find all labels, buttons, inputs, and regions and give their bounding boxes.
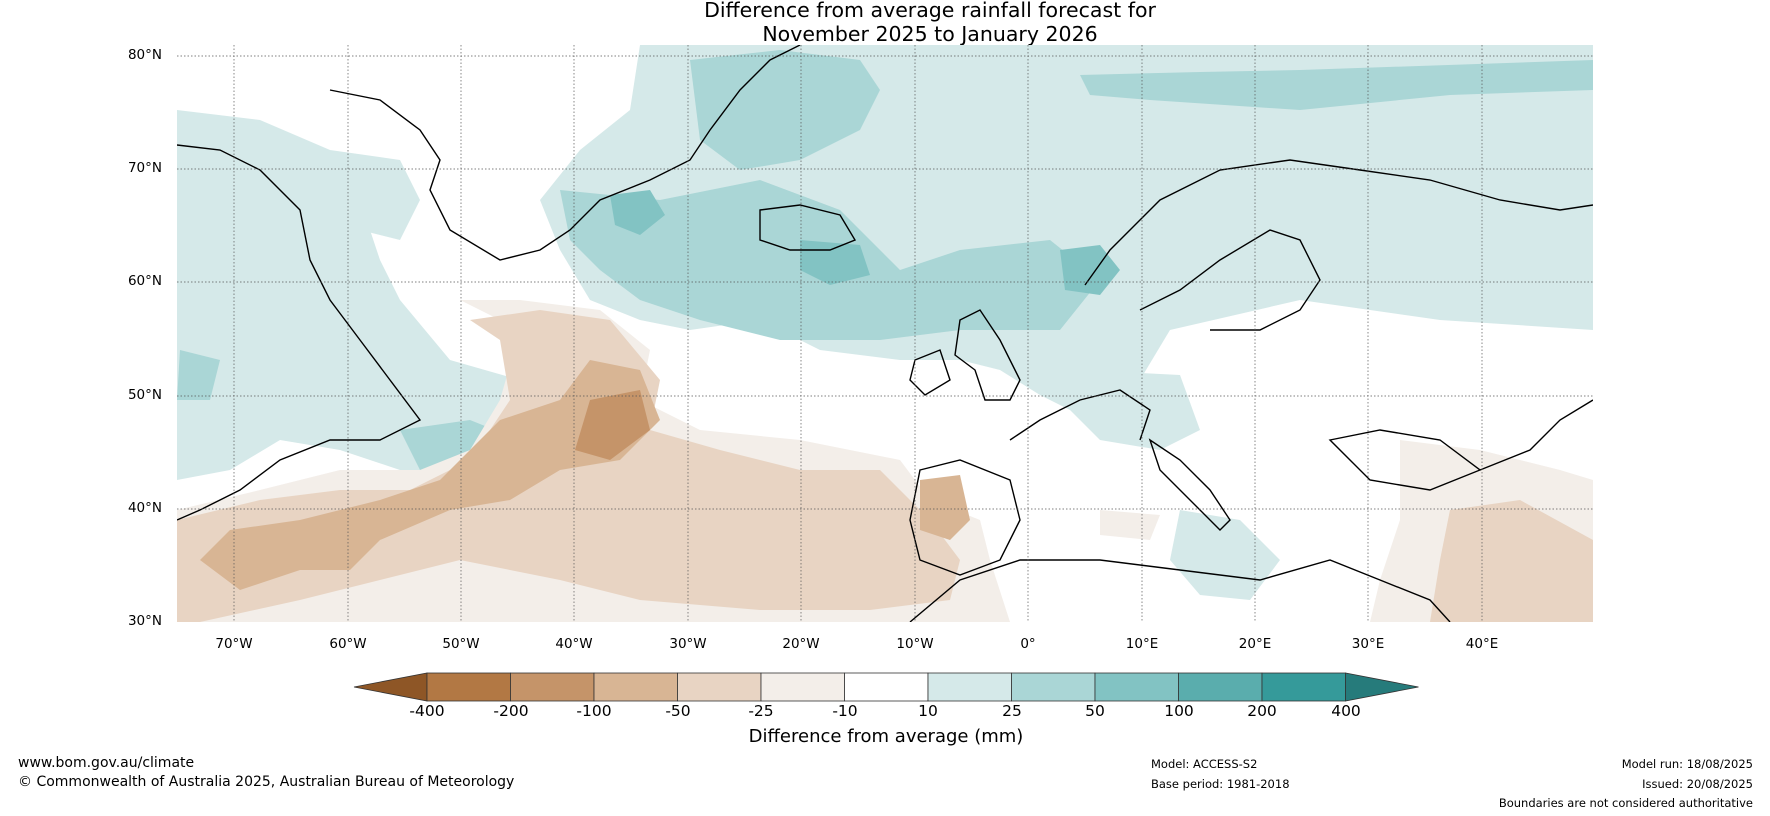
lon-label-10w: 10°W xyxy=(896,636,934,652)
title-line-2: November 2025 to January 2026 xyxy=(762,22,1098,46)
colorbar-bin xyxy=(1094,672,1179,702)
colorbar-bin xyxy=(760,672,845,702)
map-plot-area xyxy=(177,45,1593,622)
lon-label-60w: 60°W xyxy=(329,636,367,652)
footer-copyright: © Commonwealth of Australia 2025, Austra… xyxy=(18,774,515,790)
wet-region-mediterranean xyxy=(1170,510,1280,600)
colorbar-bin xyxy=(1178,672,1263,702)
italy-coast xyxy=(1148,438,1231,531)
colorbar-bin xyxy=(844,672,929,702)
coastlines xyxy=(177,45,1593,622)
lon-label-40w: 40°W xyxy=(555,636,593,652)
greenland-coast xyxy=(329,45,801,261)
light-dry-levant xyxy=(1430,500,1593,622)
dry-region-sicily xyxy=(1100,510,1160,540)
strong-dry-atlantic-core xyxy=(575,390,650,460)
footer-model: Model: ACCESS-S2 xyxy=(1151,757,1258,771)
iberia-coast xyxy=(909,459,1021,576)
lon-label-10e: 10°E xyxy=(1125,636,1159,652)
lat-label-80n: 80°N xyxy=(127,47,162,63)
moderate-wet-labrador-sea xyxy=(177,350,220,400)
moderate-dry-mid-atlantic xyxy=(200,360,660,590)
moderate-dry-iberia xyxy=(920,475,970,540)
strong-wet-iceland-south xyxy=(800,240,870,285)
labrador-coast xyxy=(177,144,422,521)
lon-label-20w: 20°W xyxy=(782,636,820,652)
footer-model-run: Model run: 18/08/2025 xyxy=(1621,757,1753,771)
north-africa-coast xyxy=(909,559,1451,622)
colorbar-bin xyxy=(1011,672,1096,702)
east-coast xyxy=(1479,399,1593,471)
scandinavia-coast xyxy=(1084,159,1593,286)
lat-label-40n: 40°N xyxy=(127,500,162,516)
ireland-coast xyxy=(909,349,951,396)
colorbar-extend-low xyxy=(353,672,428,702)
moderate-wet-norwegian-sea xyxy=(1080,60,1593,110)
graticule xyxy=(177,45,1593,622)
iceland-coast xyxy=(759,204,857,251)
lon-label-30e: 30°E xyxy=(1351,636,1385,652)
colorbar-bin xyxy=(677,672,762,702)
colorbar-bin xyxy=(510,672,595,702)
western-europe-coast xyxy=(1009,389,1151,441)
colorbar-bin xyxy=(593,672,678,702)
lon-label-30w: 30°W xyxy=(669,636,707,652)
colorbar-tick-label: 400 xyxy=(1331,702,1361,720)
footer-website: www.bom.gov.au/climate xyxy=(18,755,195,771)
lat-label-30n: 30°N xyxy=(127,613,162,629)
wet-region-labrador xyxy=(177,110,540,480)
strong-wet-denmark-strait xyxy=(610,190,665,235)
footer-boundaries-note: Boundaries are not considered authoritat… xyxy=(1498,796,1753,810)
colorbar-tick-label: 25 xyxy=(1002,702,1022,720)
map-title: Difference from average rainfall forecas… xyxy=(0,0,1770,46)
lon-label-0: 0° xyxy=(1020,636,1036,652)
lat-label-60n: 60°N xyxy=(127,273,162,289)
lat-label-50n: 50°N xyxy=(127,387,162,403)
footer-base-period: Base period: 1981-2018 xyxy=(1151,777,1290,791)
lon-label-70w: 70°W xyxy=(215,636,253,652)
wet-region-greenland-sea xyxy=(330,150,420,240)
colorbar-tick-label: 100 xyxy=(1164,702,1194,720)
lon-label-20e: 20°E xyxy=(1238,636,1272,652)
colorbar-bin xyxy=(1261,672,1346,702)
colorbar-title: Difference from average (mm) xyxy=(748,726,1024,747)
colorbar-tick-label: -200 xyxy=(493,702,529,720)
footer-issued: Issued: 20/08/2025 xyxy=(1642,777,1753,791)
colorbar-bin xyxy=(927,672,1012,702)
colorbar-tick-label: 10 xyxy=(918,702,938,720)
colorbar-extend-high xyxy=(1345,672,1419,702)
dry-anomaly-regions xyxy=(177,300,1593,622)
colorbar-bin xyxy=(426,672,511,702)
colorbar-tick-label: -50 xyxy=(665,702,691,720)
colorbar-tick-label: 50 xyxy=(1085,702,1105,720)
colorbar-tick-label: -25 xyxy=(748,702,774,720)
colorbar-tick-label: -10 xyxy=(832,702,858,720)
britain-coast xyxy=(954,309,1021,401)
lon-label-40e: 40°E xyxy=(1465,636,1499,652)
colorbar xyxy=(353,672,1419,702)
wet-region-central-europe xyxy=(1070,370,1200,450)
colorbar-tick-label: -400 xyxy=(409,702,445,720)
lat-label-70n: 70°N xyxy=(127,160,162,176)
colorbar-tick-label: -100 xyxy=(576,702,612,720)
baltic-coast xyxy=(1139,229,1321,331)
colorbar-tick-label: 200 xyxy=(1247,702,1277,720)
moderate-wet-greenland-east xyxy=(690,50,880,170)
title-line-1: Difference from average rainfall forecas… xyxy=(704,0,1156,22)
lon-label-50w: 50°W xyxy=(442,636,480,652)
